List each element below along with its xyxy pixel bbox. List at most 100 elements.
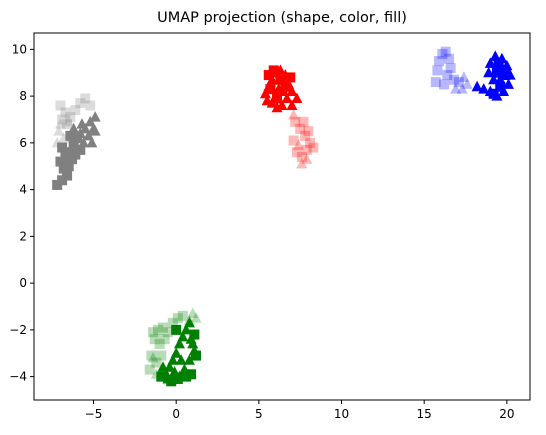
- point-triangle-12-2: [167, 354, 179, 365]
- point-square-14-1: [153, 324, 163, 335]
- point-square-0-13: [70, 149, 81, 160]
- point-triangle-1-9: [76, 118, 88, 129]
- point-square-2-7: [57, 114, 68, 125]
- point-triangle-12-3: [170, 347, 182, 358]
- point-square-5-3: [280, 81, 291, 92]
- point-triangle-1-7: [86, 136, 98, 148]
- point-triangle-4-8: [281, 92, 293, 103]
- points-layer: [51, 46, 516, 387]
- point-square-6-8: [288, 135, 299, 146]
- point-triangle-11-0: [456, 83, 468, 94]
- point-triangle-1-8: [89, 125, 101, 136]
- point-square-6-3: [305, 137, 316, 148]
- point-square-10-0: [430, 77, 441, 88]
- point-square-10-3: [437, 49, 448, 60]
- point-square-6-9: [298, 116, 309, 127]
- point-square-13-2: [172, 373, 183, 384]
- x-tick-label-5: 20: [499, 407, 514, 421]
- point-triangle-7-2: [293, 139, 305, 150]
- y-tick-label-4: 4: [19, 183, 27, 197]
- point-square-6-10: [303, 126, 314, 137]
- y-tick-label-5: 6: [19, 136, 27, 150]
- point-triangle-12-4: [173, 337, 185, 349]
- point-square-6-0: [290, 116, 301, 127]
- point-triangle-1-10: [68, 122, 80, 134]
- point-square-5-5: [285, 72, 296, 83]
- point-square-5-1: [268, 65, 279, 76]
- point-triangle-15-3: [147, 351, 159, 363]
- x-tick-label-2: 5: [255, 407, 263, 421]
- point-square-5-6: [272, 93, 283, 104]
- point-triangle-12-17: [187, 337, 199, 349]
- point-square-10-6: [445, 63, 456, 74]
- point-square-6-1: [295, 123, 306, 134]
- point-square-2-6: [85, 100, 96, 111]
- x-tick-label-0: −5: [85, 407, 103, 421]
- plot-frame: [33, 32, 531, 401]
- point-triangle-11-1: [461, 78, 473, 89]
- point-triangle-7-1: [301, 153, 313, 164]
- point-square-2-8: [62, 119, 73, 130]
- point-triangle-12-15: [157, 361, 169, 372]
- point-square-9-2: [495, 81, 506, 92]
- point-triangle-7-3: [288, 108, 300, 120]
- point-square-14-3: [162, 327, 173, 338]
- point-square-13-7: [171, 324, 182, 335]
- point-square-9-3: [488, 88, 499, 99]
- y-tick-label-7: 10: [12, 42, 27, 56]
- point-square-10-7: [442, 70, 453, 81]
- point-square-6-5: [301, 144, 312, 155]
- point-square-10-5: [443, 53, 454, 64]
- y-tick-label-6: 8: [19, 89, 27, 103]
- point-square-13-0: [156, 371, 167, 382]
- point-square-10-10: [453, 77, 464, 88]
- point-square-13-6: [189, 329, 200, 340]
- point-square-13-1: [166, 376, 177, 387]
- point-triangle-4-16: [286, 99, 298, 110]
- point-square-14-2: [157, 322, 168, 333]
- point-square-9-4: [491, 67, 502, 78]
- x-tick-label-4: 15: [417, 407, 432, 421]
- point-triangle-11-3: [458, 71, 470, 82]
- point-square-14-7: [149, 334, 160, 345]
- point-square-13-4: [186, 369, 197, 380]
- point-square-6-4: [308, 142, 319, 153]
- point-triangle-12-16: [175, 354, 187, 365]
- point-square-14-8: [154, 338, 165, 349]
- point-square-14-5: [172, 313, 183, 324]
- point-triangle-8-10: [484, 57, 496, 68]
- point-square-0-11: [65, 130, 76, 141]
- y-tick-label-2: 0: [19, 276, 27, 290]
- y-tick-label-0: −4: [9, 370, 27, 384]
- point-square-10-9: [448, 74, 459, 85]
- x-tick-label-1: 0: [172, 407, 180, 421]
- y-tick-label-3: 2: [19, 229, 27, 243]
- point-triangle-8-5: [503, 78, 515, 89]
- point-square-14-0: [148, 327, 159, 338]
- point-square-2-2: [65, 112, 76, 123]
- point-square-5-2: [275, 74, 286, 85]
- point-triangle-3-4: [54, 118, 66, 129]
- point-triangle-3-2: [51, 136, 63, 148]
- point-triangle-12-13: [169, 365, 181, 377]
- point-triangle-15-2: [150, 368, 162, 379]
- point-square-0-5: [63, 161, 74, 172]
- point-triangle-1-5: [83, 129, 95, 141]
- y-tick-label-1: −2: [9, 323, 27, 337]
- point-square-10-8: [439, 79, 450, 90]
- point-square-2-1: [60, 107, 71, 118]
- point-triangle-12-10: [183, 354, 195, 365]
- point-triangle-15-1: [190, 312, 202, 323]
- point-square-14-6: [177, 310, 188, 321]
- point-triangle-1-3: [89, 111, 101, 122]
- point-square-14-4: [167, 317, 178, 328]
- point-triangle-3-1: [58, 132, 70, 143]
- point-triangle-3-3: [63, 115, 75, 127]
- axes-layer: −5 0 5 10 15 20 −4 −2 0 2 4 6 8 10: [9, 32, 531, 421]
- point-triangle-1-11: [73, 132, 85, 143]
- x-tick-label-3: 10: [334, 407, 349, 421]
- point-square-10-4: [440, 46, 451, 57]
- point-square-9-1: [500, 70, 511, 81]
- point-square-2-5: [80, 93, 91, 104]
